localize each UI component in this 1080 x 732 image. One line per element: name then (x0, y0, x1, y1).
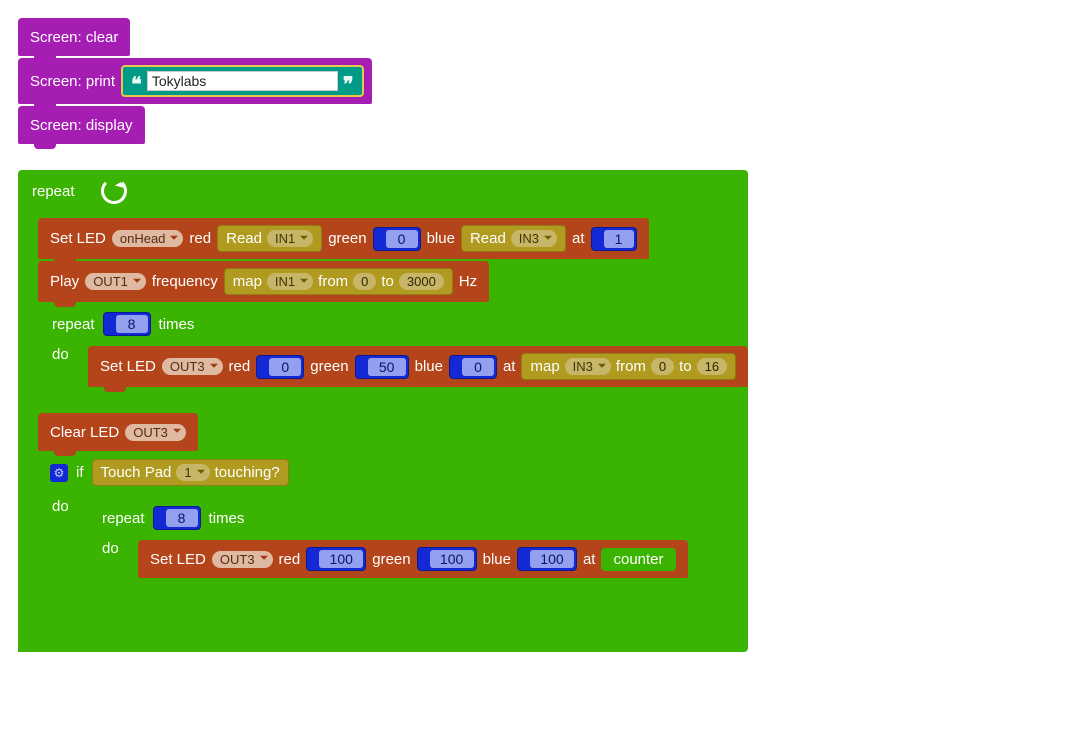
set-led-onhead-block[interactable]: Set LED onHead red Read IN1 green blue R… (38, 218, 649, 259)
counter-variable-block[interactable]: counter (601, 548, 675, 571)
string-literal-block[interactable]: ❝ ❞ (121, 65, 364, 97)
screen-print-block[interactable]: Screen: print ❝ ❞ (18, 58, 372, 104)
play-port-dropdown[interactable]: OUT1 (85, 273, 146, 290)
repeat-forever-label: repeat (32, 183, 75, 200)
blue-input-3[interactable] (530, 550, 574, 568)
repeat-label-a: repeat (52, 316, 95, 333)
blue-label-3: blue (483, 551, 511, 568)
repeat-label-b: repeat (102, 510, 145, 527)
frequency-label: frequency (152, 273, 218, 290)
read-label-2: Read (470, 230, 506, 247)
repeat-8-block-b[interactable]: repeat times do (88, 498, 688, 604)
green-label-2: green (310, 358, 348, 375)
red-val-3[interactable] (306, 547, 366, 571)
map-from-label-2: from (616, 358, 646, 375)
screen-clear-block[interactable]: Screen: clear (18, 18, 130, 56)
times-label-b: times (209, 510, 245, 527)
loop-arrow-icon (101, 178, 127, 204)
green-input-3[interactable] (430, 550, 474, 568)
clearled-prefix: Clear LED (50, 424, 119, 441)
led-target-dropdown[interactable]: onHead (112, 230, 184, 247)
read-in1-port-dropdown[interactable]: IN1 (267, 230, 313, 247)
set-led-out3-block-a[interactable]: Set LED OUT3 red green blue at (88, 346, 748, 387)
map-from-value[interactable]: 0 (353, 273, 376, 290)
touchpad-block[interactable]: Touch Pad 1 touching? (92, 459, 289, 486)
setled2-prefix: Set LED (100, 358, 156, 375)
repeat-count-a[interactable] (103, 312, 151, 336)
map-to-label: to (381, 273, 394, 290)
clearled-port-dropdown[interactable]: OUT3 (125, 424, 186, 441)
hz-label: Hz (459, 273, 477, 290)
map-from-label: from (318, 273, 348, 290)
touch-prefix: Touch Pad (101, 464, 172, 481)
if-label: if (76, 464, 84, 481)
green-input-2[interactable] (368, 358, 406, 376)
blue-input-2[interactable] (462, 358, 494, 376)
touch-suffix: touching? (215, 464, 280, 481)
screen-clear-label: Screen: clear (30, 29, 118, 46)
screen-display-label: Screen: display (30, 117, 133, 134)
blue-label: blue (427, 230, 455, 247)
times-label-a: times (159, 316, 195, 333)
touchpad-num-dropdown[interactable]: 1 (176, 464, 209, 481)
repeat-count-input-b[interactable] (166, 509, 198, 527)
repeat-forever-block[interactable]: repeat Set LED onHead red Read IN1 green (18, 170, 748, 652)
map-to-value[interactable]: 3000 (399, 273, 444, 290)
clear-led-block[interactable]: Clear LED OUT3 (38, 413, 198, 451)
at-label-3: at (583, 551, 596, 568)
blue-val-3[interactable] (517, 547, 577, 571)
repeat-count-input-a[interactable] (116, 315, 148, 333)
play-prefix: Play (50, 273, 79, 290)
map-label-2: map (530, 358, 559, 375)
green-label-3: green (372, 551, 410, 568)
setled3-prefix: Set LED (150, 551, 206, 568)
do-label-if: do (52, 498, 69, 515)
map-to-value-2[interactable]: 16 (697, 358, 727, 375)
read-in1-block[interactable]: Read IN1 (217, 225, 322, 252)
blue-label-2: blue (415, 358, 443, 375)
red-input-2[interactable] (269, 358, 301, 376)
red-label: red (189, 230, 211, 247)
map-to-label-2: to (679, 358, 692, 375)
map-label: map (233, 273, 262, 290)
map-in1-block[interactable]: map IN1 from 0 to 3000 (224, 268, 453, 295)
do-label-a: do (52, 346, 69, 363)
red-label-2: red (229, 358, 251, 375)
set-led-out3-block-b[interactable]: Set LED OUT3 red green blue (138, 540, 688, 578)
screen-print-label: Screen: print (30, 73, 115, 90)
red-val-2[interactable] (256, 355, 304, 379)
at-value-input[interactable] (604, 230, 634, 248)
at-label-2: at (503, 358, 516, 375)
screen-display-block[interactable]: Screen: display (18, 106, 145, 144)
if-block[interactable]: ⚙ if Touch Pad 1 touching? do (38, 453, 688, 628)
green-val-3[interactable] (417, 547, 477, 571)
map-in3-port-dropdown[interactable]: IN3 (565, 358, 611, 375)
screen-stack: Screen: clear Screen: print ❝ ❞ Screen: … (18, 18, 1062, 146)
setled-prefix: Set LED (50, 230, 106, 247)
read-in3-port-dropdown[interactable]: IN3 (511, 230, 557, 247)
repeat-8-block-a[interactable]: repeat times do Set LED OUT3 (38, 304, 748, 413)
gear-icon[interactable]: ⚙ (50, 464, 68, 482)
green-val-2[interactable] (355, 355, 409, 379)
led-out3-dropdown-b[interactable]: OUT3 (212, 551, 273, 568)
blue-val-2[interactable] (449, 355, 497, 379)
read-label: Read (226, 230, 262, 247)
led-out3-dropdown-a[interactable]: OUT3 (162, 358, 223, 375)
map-in3-block[interactable]: map IN3 from 0 to 16 (521, 353, 736, 380)
do-label-b: do (102, 540, 119, 557)
map-from-value-2[interactable]: 0 (651, 358, 674, 375)
green-value-input[interactable] (386, 230, 418, 248)
repeat-count-b[interactable] (153, 506, 201, 530)
at-label: at (572, 230, 585, 247)
read-in3-block[interactable]: Read IN3 (461, 225, 566, 252)
red-label-3: red (279, 551, 301, 568)
green-value-field[interactable] (373, 227, 421, 251)
red-input-3[interactable] (319, 550, 363, 568)
print-text-input[interactable] (147, 71, 338, 91)
at-value-field[interactable] (591, 227, 637, 251)
map-in1-port-dropdown[interactable]: IN1 (267, 273, 313, 290)
green-label: green (328, 230, 366, 247)
play-frequency-block[interactable]: Play OUT1 frequency map IN1 from 0 to 30… (38, 261, 489, 302)
